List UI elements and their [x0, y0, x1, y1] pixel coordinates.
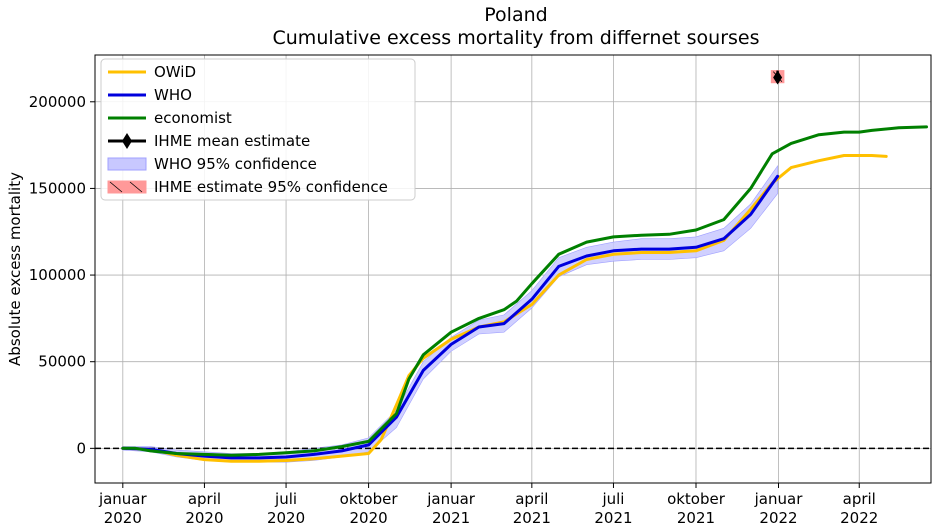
y-tick-label: 200000 — [29, 93, 86, 111]
y-axis-label: Absolute excess mortality — [6, 172, 24, 366]
legend-swatch-band — [107, 157, 147, 171]
legend-label: WHO — [154, 86, 192, 104]
legend-hatch-stroke — [129, 181, 143, 193]
series-line-economist — [121, 125, 928, 457]
legend-hatch-stroke — [109, 181, 123, 193]
x-tick-label: april 2022 — [840, 490, 878, 527]
legend: OWiD WHO economist IHME mean estimate WHO 95… — [100, 58, 416, 201]
y-tick-label: 0 — [76, 439, 86, 457]
ihme-mean-marker — [773, 70, 783, 85]
legend-label: WHO 95% confidence — [154, 155, 317, 173]
x-tick-label: januar 2022 — [754, 490, 804, 527]
legend-label: OWiD — [154, 63, 196, 81]
x-tick-label: oktober 2020 — [340, 490, 399, 527]
legend-label: IHME mean estimate — [154, 132, 310, 150]
x-axis-ticks: januar 2020 april 2020 juli 2020 oktober 2020 ja… — [98, 483, 878, 527]
series-lines — [121, 125, 928, 463]
y-tick-label: 50000 — [38, 353, 86, 371]
legend-swatch-hatch — [107, 180, 147, 194]
legend-box — [100, 58, 416, 201]
legend-swatch-marker — [122, 133, 132, 149]
x-tick-label: januar 2020 — [98, 490, 148, 527]
chart-title: Poland — [484, 4, 547, 26]
plot-frame — [94, 54, 932, 484]
x-tick-label: oktober 2021 — [667, 490, 726, 527]
legend-label: economist — [154, 109, 232, 127]
x-tick-label: april 2021 — [513, 490, 551, 527]
x-tick-label: juli 2020 — [267, 490, 305, 527]
x-tick-label: januar 2021 — [426, 490, 476, 527]
y-tick-label: 150000 — [29, 179, 86, 197]
x-tick-label: april 2020 — [185, 490, 223, 527]
ihme-estimate — [770, 70, 785, 85]
y-axis-ticks: 0 50000 100000 150000 200000 — [29, 93, 95, 457]
series-line-who — [121, 174, 780, 460]
chart-subtitle: Cumulative excess mortality from differn… — [273, 27, 760, 49]
y-tick-label: 100000 — [29, 266, 86, 284]
legend-label: IHME estimate 95% confidence — [154, 178, 388, 196]
x-tick-label: juli 2021 — [594, 490, 632, 527]
